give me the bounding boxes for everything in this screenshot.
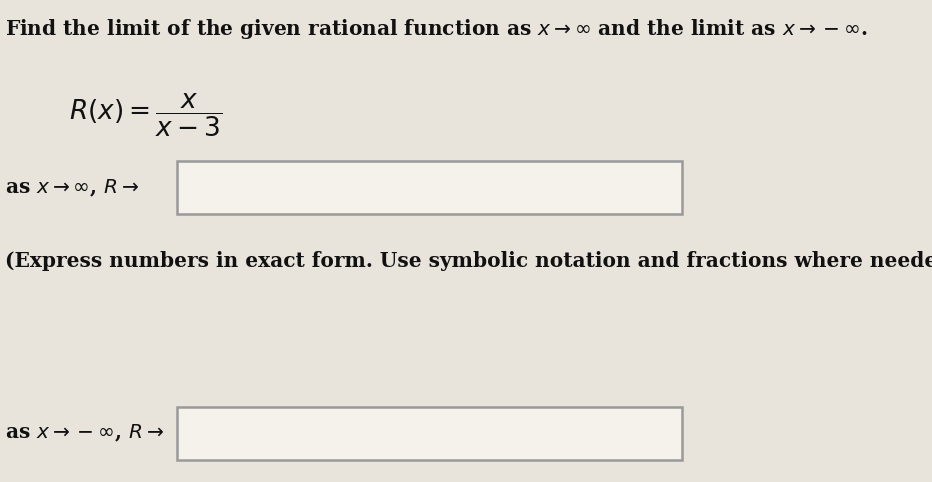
FancyBboxPatch shape xyxy=(177,161,682,214)
Text: as $x \to -\infty$, $R \to$: as $x \to -\infty$, $R \to$ xyxy=(6,423,165,444)
FancyBboxPatch shape xyxy=(177,407,682,460)
Text: $R(x) = \dfrac{x}{x-3}$: $R(x) = \dfrac{x}{x-3}$ xyxy=(69,92,222,139)
Text: as $x \to \infty$, $R \to$: as $x \to \infty$, $R \to$ xyxy=(6,177,140,199)
Text: (Express numbers in exact form. Use symbolic notation and fractions where needed: (Express numbers in exact form. Use symb… xyxy=(6,251,932,270)
Text: Find the limit of the given rational function as $x \to \infty$ and the limit as: Find the limit of the given rational fun… xyxy=(6,17,869,41)
